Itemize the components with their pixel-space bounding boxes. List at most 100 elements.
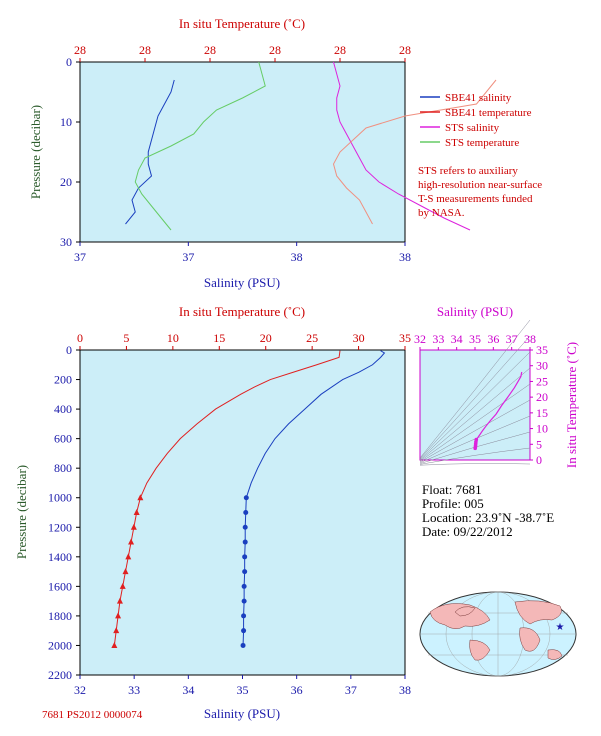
top-chart-top-axis-title: In situ Temperature (˚C) (179, 16, 305, 31)
density-contour (419, 335, 531, 459)
main-chart-top-tick-label: 35 (399, 331, 411, 345)
top-chart-top-tick-label: 28 (269, 43, 281, 57)
density-contour (419, 351, 531, 460)
main-chart-top-tick-label: 0 (77, 331, 83, 345)
salinity-marker (240, 642, 246, 648)
main-chart-top-ticks: 0 5 10 15 20 25 30 35 (77, 331, 411, 350)
density-contour (419, 319, 531, 459)
ts-right-tick-label: 5 (536, 437, 542, 451)
top-chart-left-tick-label: 0 (66, 55, 72, 69)
note-line-2: high-resolution near-surface (418, 179, 542, 191)
salinity-marker (242, 569, 248, 575)
main-chart-left-tick-label: 1800 (48, 609, 72, 623)
note-line-1: STS refers to auxiliary (418, 165, 518, 177)
density-contour (419, 383, 531, 462)
temperature-marker (116, 597, 123, 604)
float-info: Float: 7681 Profile: 005 Location: 23.9˚… (422, 482, 554, 539)
temperature-marker (113, 627, 120, 634)
top-chart-note: STS refers to auxiliary high-resolution … (418, 165, 542, 219)
temperature-marker (122, 568, 129, 575)
main-chart-left-tick-label: 800 (54, 461, 72, 475)
main-chart-bottom-tick-label: 38 (399, 683, 411, 697)
main-chart-left-tick-label: 600 (54, 432, 72, 446)
temperature-marker (133, 509, 140, 515)
top-chart-top-tick-label: 28 (74, 43, 86, 57)
main-chart-top-tick-label: 10 (167, 331, 179, 345)
top-series-sts-temperature (134, 61, 266, 231)
salinity-marker (241, 583, 247, 589)
ts-right-tick-label: 35 (536, 343, 548, 357)
main-chart-top-tick-label: 15 (213, 331, 225, 345)
temperature-marker (125, 553, 132, 560)
legend-label-sts-salinity: STS salinity (445, 122, 500, 134)
location: Location: 23.9˚N -38.7˚E (422, 510, 554, 525)
top-chart-series (125, 61, 497, 231)
main-chart-bottom-tick-label: 37 (345, 683, 357, 697)
ts-right-tick-label: 20 (536, 390, 548, 404)
main-chart-bottom-tick-label: 34 (182, 683, 194, 697)
date: Date: 09/22/2012 (422, 524, 513, 539)
main-chart-bottom-axis-title: Salinity (PSU) (204, 706, 280, 721)
top-chart-left-tick-label: 10 (60, 115, 72, 129)
ts-diagram-top-axis-title: Salinity (PSU) (437, 304, 513, 319)
salinity-marker (241, 598, 247, 604)
main-chart-top-tick-label: 25 (306, 331, 318, 345)
main-chart-left-tick-label: 1600 (48, 579, 72, 593)
density-contour (419, 447, 531, 465)
temperature-marker (119, 582, 126, 589)
main-chart-left-tick-label: 1400 (48, 550, 72, 564)
main-chart-left-axis-title: Pressure (decibar) (14, 465, 29, 559)
ts-right-tick-label: 25 (536, 374, 548, 388)
ts-top-tick-label: 34 (451, 332, 463, 346)
main-chart-bottom-tick-label: 35 (237, 683, 249, 697)
density-contour (419, 399, 531, 463)
main-chart-bottom-tick-label: 36 (291, 683, 303, 697)
float-number: Float: 7681 (422, 482, 482, 497)
ts-top-tick-label: 33 (432, 332, 444, 346)
top-chart: 28 28 28 28 28 28 37 37 38 38 0 10 20 30 In situ Te… (28, 16, 542, 290)
main-chart-left-tick-label: 2200 (48, 668, 72, 682)
main-chart-top-tick-label: 5 (123, 331, 129, 345)
top-chart-bottom-axis-title: Salinity (PSU) (204, 275, 280, 290)
main-chart-top-tick-label: 20 (260, 331, 272, 345)
top-series-sts-salinity (333, 61, 471, 231)
ts-right-tick-label: 0 (536, 453, 542, 467)
main-chart-left-ticks: 0 200 400 600 800 1000 1200 1400 1600 1800 2000 220… (48, 343, 80, 682)
top-chart-left-axis-title: Pressure (decibar) (28, 105, 43, 199)
salinity-marker (243, 510, 249, 515)
ts-diagram-series (473, 371, 523, 451)
main-chart: 0 5 10 15 20 25 30 35 32 33 34 35 36 37 38 0 200 400 600… (14, 304, 411, 721)
top-chart-bottom-ticks: 37 37 38 38 (74, 242, 411, 264)
main-chart-left-tick-label: 200 (54, 373, 72, 387)
ts-diagram-right-axis-title: In situ Temperature (˚C) (564, 342, 579, 468)
ts-right-tick-label: 30 (536, 359, 548, 373)
salinity-marker (243, 495, 249, 501)
main-chart-left-tick-label: 400 (54, 402, 72, 416)
top-chart-bottom-tick-label: 38 (291, 250, 303, 264)
ts-top-tick-label: 38 (524, 332, 536, 346)
ts-right-tick-label: 15 (536, 406, 548, 420)
top-chart-left-tick-label: 20 (60, 175, 72, 189)
ts-point (473, 446, 477, 451)
main-chart-series (111, 350, 386, 648)
ts-top-tick-label: 37 (506, 332, 518, 346)
main-chart-bottom-tick-label: 32 (74, 683, 86, 697)
top-chart-bottom-tick-label: 37 (182, 250, 194, 264)
temperature-marker (130, 523, 137, 530)
salinity-marker (241, 613, 247, 619)
top-series-sbe41-salinity (125, 79, 175, 225)
top-chart-top-tick-label: 28 (399, 43, 411, 57)
temperature-marker (137, 494, 144, 501)
map-continents (429, 600, 563, 661)
top-chart-left-tick-label: 30 (60, 235, 72, 249)
main-chart-bottom-ticks: 32 33 34 35 36 37 38 (74, 675, 411, 697)
ts-right-tick-label: 10 (536, 422, 548, 436)
density-contour (419, 367, 531, 461)
top-series-sbe41-temperature (332, 79, 497, 225)
top-chart-bottom-tick-label: 37 (74, 250, 86, 264)
top-chart-top-tick-label: 28 (139, 43, 151, 57)
profile-number: Profile: 005 (422, 496, 484, 511)
